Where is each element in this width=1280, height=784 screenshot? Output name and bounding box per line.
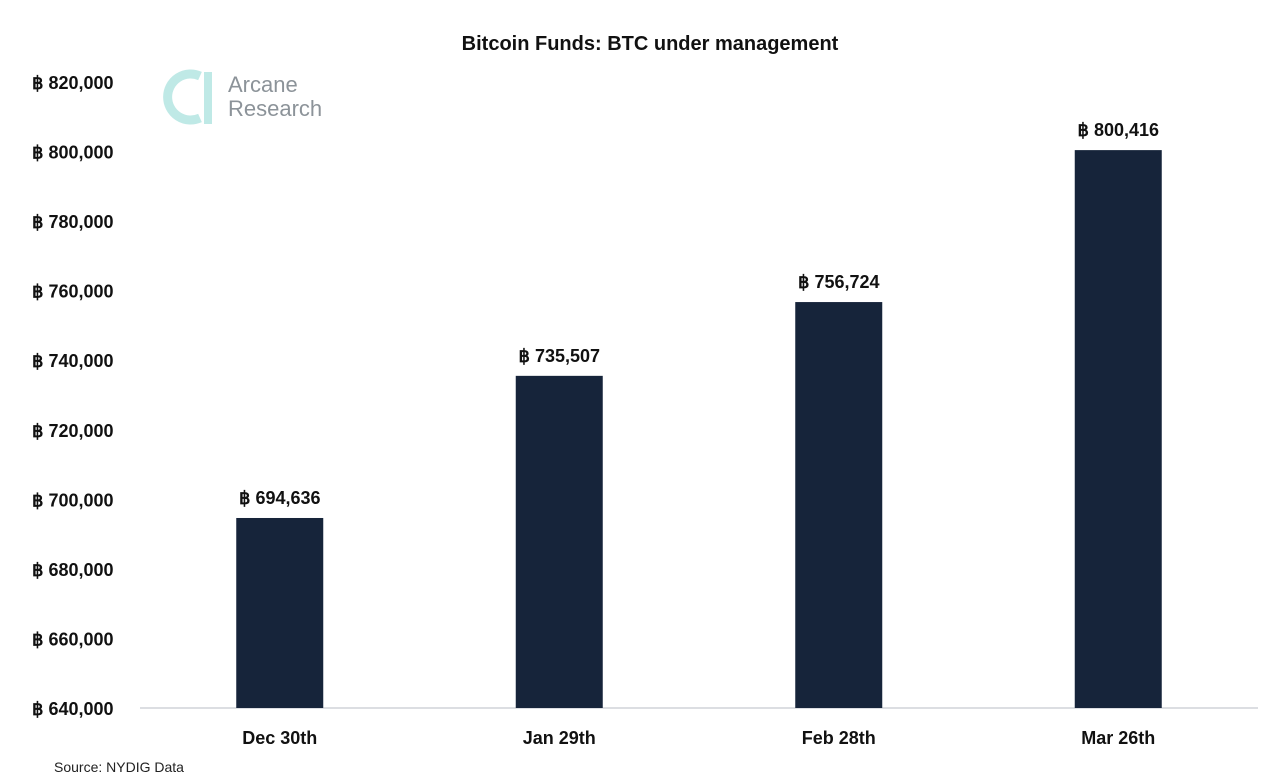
- arcane-logo-icon: [163, 69, 212, 125]
- y-tick-label: ฿ 720,000: [32, 421, 114, 441]
- y-tick-label: ฿ 640,000: [32, 699, 114, 719]
- data-label: ฿ 756,724: [798, 272, 880, 292]
- data-label: ฿ 694,636: [239, 488, 321, 508]
- y-tick-label: ฿ 660,000: [32, 629, 114, 649]
- bar: [795, 302, 883, 708]
- y-tick-label: ฿ 700,000: [32, 490, 114, 510]
- x-tick-label: Feb 28th: [802, 728, 876, 748]
- brand-name-line2: Research: [228, 96, 322, 121]
- brand-logo: Arcane Research: [163, 69, 322, 125]
- source-note: Source: NYDIG Data: [54, 759, 184, 775]
- y-tick-label: ฿ 740,000: [32, 351, 114, 371]
- y-tick-label: ฿ 680,000: [32, 560, 114, 580]
- bar: [1074, 150, 1162, 709]
- y-axis-ticks: ฿ 640,000 ฿ 660,000 ฿ 680,000 ฿ 700,000 ฿ 72…: [32, 73, 114, 719]
- data-label: ฿ 800,416: [1077, 120, 1159, 140]
- x-tick-label: Jan 29th: [523, 728, 596, 748]
- y-tick-label: ฿ 820,000: [32, 73, 114, 93]
- x-tick-label: Mar 26th: [1081, 728, 1155, 748]
- y-tick-label: ฿ 780,000: [32, 212, 114, 232]
- bars: [236, 150, 1162, 709]
- data-label: ฿ 735,507: [518, 346, 600, 366]
- bar: [515, 375, 603, 708]
- y-tick-label: ฿ 800,000: [32, 143, 114, 163]
- bar: [236, 517, 324, 708]
- brand-name-line1: Arcane: [228, 72, 298, 97]
- chart-title: Bitcoin Funds: BTC under management: [462, 33, 839, 55]
- x-axis-ticks: Dec 30th Jan 29th Feb 28th Mar 26th: [242, 728, 1155, 748]
- data-labels: ฿ 694,636 ฿ 735,507 ฿ 756,724 ฿ 800,416: [239, 120, 1159, 508]
- x-tick-label: Dec 30th: [242, 728, 317, 748]
- y-tick-label: ฿ 760,000: [32, 282, 114, 302]
